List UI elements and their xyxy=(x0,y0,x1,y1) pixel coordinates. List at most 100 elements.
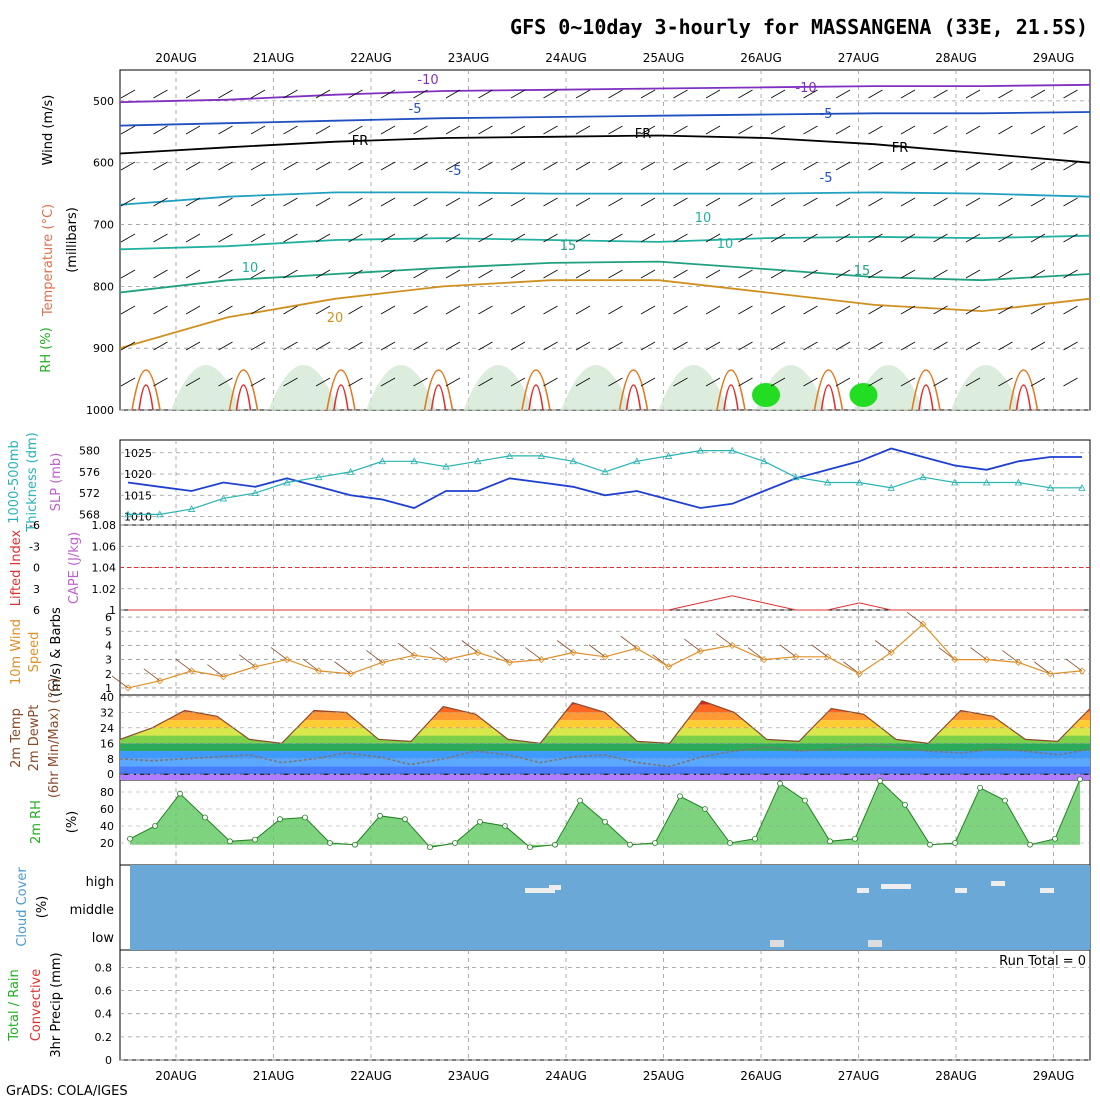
wind-barb xyxy=(283,377,298,387)
wind-barb xyxy=(770,89,786,99)
wind-barb xyxy=(673,89,688,99)
wind-axis-label: Speed xyxy=(27,632,42,673)
wind-barb xyxy=(250,305,266,315)
wind-barb xyxy=(900,197,916,207)
wind-barb xyxy=(445,377,461,387)
wind-barb xyxy=(868,197,883,207)
precip-axis-label: 3hr Precip (mm) xyxy=(49,952,64,1057)
rh-marker xyxy=(302,814,308,821)
surface-isotherm-lobe xyxy=(911,369,941,411)
wind-barb xyxy=(543,125,558,135)
wind-barb xyxy=(315,233,331,243)
wind-barb xyxy=(835,341,851,351)
isotherm-line xyxy=(119,134,1091,164)
temp-tick-label: 24 xyxy=(100,722,114,735)
wind-barb xyxy=(900,269,916,279)
wind-tick-label: 1 xyxy=(105,682,112,695)
surface-isotherm-lobe xyxy=(131,369,161,411)
isotherm-line xyxy=(119,111,1091,127)
wind-barb xyxy=(1030,269,1046,279)
temp-band xyxy=(120,720,1090,728)
date-label-bottom: 27AUG xyxy=(838,1069,880,1083)
wind-barb xyxy=(478,197,493,207)
temp-tick-label: 8 xyxy=(107,753,114,766)
date-label-bottom: 22AUG xyxy=(350,1069,392,1083)
wind-barb xyxy=(153,305,168,315)
wind-barb xyxy=(380,233,396,243)
wind-barb xyxy=(803,197,818,207)
wind-barb xyxy=(965,341,981,351)
rh-shade xyxy=(463,365,534,410)
wind-barb xyxy=(965,305,981,315)
surface-wind-barb xyxy=(111,675,129,689)
panel0-axis-label: Wind (m/s) xyxy=(41,95,56,166)
wind-barb xyxy=(120,89,136,99)
wind-barb xyxy=(250,341,266,351)
wind-speed-marker xyxy=(1014,658,1022,666)
cloud-patch xyxy=(955,888,967,893)
temp-tick-label: 40 xyxy=(100,691,114,704)
wind-barb xyxy=(283,305,298,315)
wind-barb xyxy=(640,125,656,135)
wind-barb xyxy=(120,125,136,135)
li-tick-label: 3 xyxy=(33,583,40,596)
wind-barb xyxy=(738,89,753,99)
series-thickness xyxy=(128,450,1082,515)
wind-barb xyxy=(380,197,396,207)
wind-barb xyxy=(900,377,916,387)
rh-marker xyxy=(552,841,558,848)
wind-barb xyxy=(965,269,981,279)
rh-marker xyxy=(802,797,808,804)
rh-marker xyxy=(927,841,933,848)
wind-barb xyxy=(835,269,851,279)
isotherm-label: 10 xyxy=(717,237,734,252)
temp-band xyxy=(120,766,1090,775)
wind-barb xyxy=(998,305,1013,315)
wind-barb xyxy=(218,305,233,315)
temp-band xyxy=(120,704,1090,713)
wind-barb xyxy=(868,233,883,243)
wind-barb xyxy=(868,269,883,279)
wind-barb xyxy=(933,161,948,171)
rh-tick-label: 60 xyxy=(100,803,114,816)
wind-barb xyxy=(413,233,428,243)
date-label-top: 25AUG xyxy=(643,51,685,65)
isotherm-label: -10 xyxy=(795,81,816,96)
precip-tick-label: 0.6 xyxy=(95,985,113,998)
temp-tick-label: 0 xyxy=(107,768,114,781)
wind-barb xyxy=(283,161,298,171)
surface-wind-barb xyxy=(397,643,415,656)
rh-marker xyxy=(252,836,258,843)
rh-marker xyxy=(1052,835,1058,842)
wind-barb xyxy=(998,125,1013,135)
surface-wind-barb xyxy=(270,647,288,660)
cape-tick-label: 1.02 xyxy=(92,583,117,596)
wind-speed-marker xyxy=(919,620,927,628)
wind-barb xyxy=(933,125,948,135)
wind-barb xyxy=(153,233,168,243)
wind-barb xyxy=(120,269,136,279)
precip-tick-label: 0 xyxy=(105,1054,112,1067)
wind-barb xyxy=(510,377,526,387)
wind-barb xyxy=(965,233,981,243)
wind-barb xyxy=(1063,197,1078,207)
wind-barb xyxy=(608,341,623,351)
wind-barb xyxy=(413,89,428,99)
wind-barb xyxy=(575,377,591,387)
surface-isotherm-lobe xyxy=(326,369,356,411)
temp-band xyxy=(120,774,1090,780)
wind-barb xyxy=(543,269,558,279)
wind-barb xyxy=(445,269,461,279)
date-label-top: 23AUG xyxy=(448,51,490,65)
precip-axis-label: Convective xyxy=(29,969,44,1042)
rh-axis-label: (%) xyxy=(65,811,80,834)
wind-barb xyxy=(803,341,818,351)
panel0-axis-label: (millibars) xyxy=(65,207,80,273)
wind-barb xyxy=(803,125,818,135)
cloud-level-label: middle xyxy=(70,903,114,918)
li-tick-label: 0 xyxy=(33,562,40,575)
wind-barb xyxy=(315,305,331,315)
wind-barb xyxy=(153,125,168,135)
wind-barb xyxy=(543,341,558,351)
cape-tick-label: 1.04 xyxy=(92,562,117,575)
